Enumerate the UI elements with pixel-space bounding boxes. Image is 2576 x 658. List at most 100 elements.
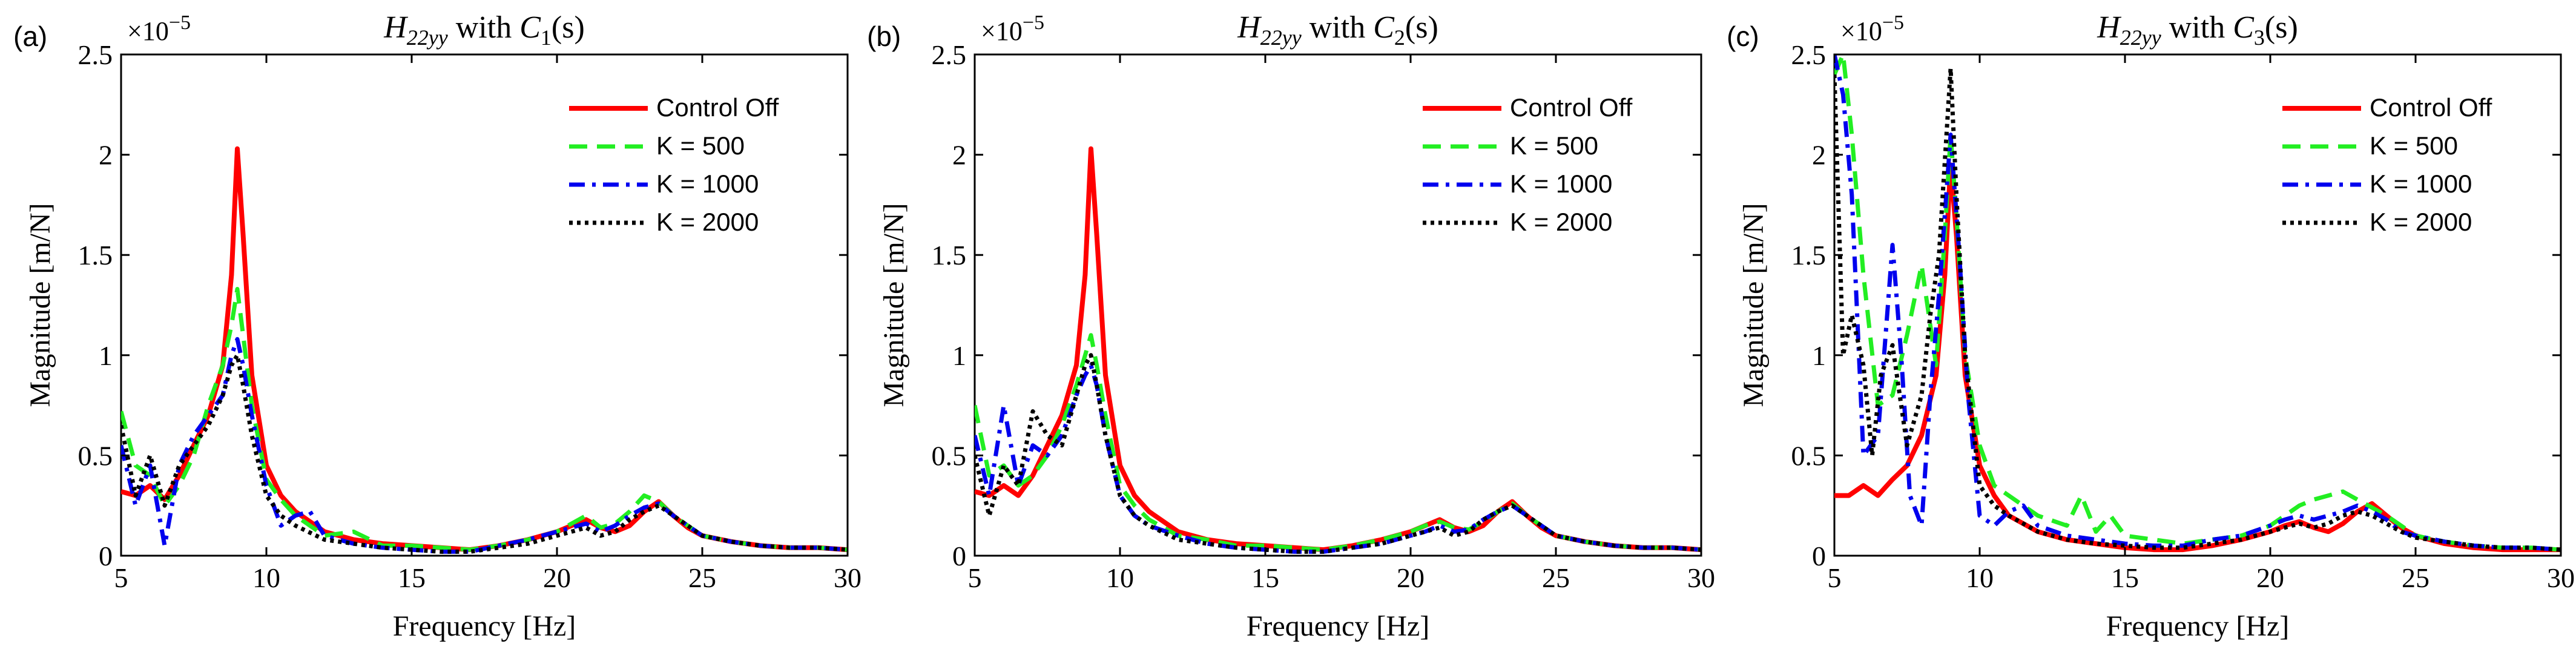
- series-lines: [121, 146, 848, 554]
- x-tick-label: 5: [1828, 562, 1842, 593]
- series-lines: [1834, 54, 2561, 553]
- series-line-2: [1834, 54, 2561, 552]
- y-tick-label: 2: [99, 140, 113, 171]
- series-line-3: [975, 363, 1701, 554]
- x-axis-label: Frequency [Hz]: [393, 610, 576, 642]
- y-tick-label: 1.5: [932, 240, 967, 271]
- y-axis-label: Magnitude [m/N]: [878, 203, 910, 407]
- y-exponent-base: ×10: [1840, 16, 1882, 46]
- title-ctrl: C: [1373, 10, 1395, 45]
- chart-title: H22yy with C2(s): [1237, 10, 1438, 50]
- title-main: H: [383, 10, 408, 45]
- legend: Control Off K = 500 K = 1000 K = 2000: [1423, 93, 1633, 236]
- x-tick-label: 5: [114, 562, 128, 593]
- series-line-4: [975, 353, 1701, 554]
- x-tick-label: 10: [252, 562, 280, 593]
- y-tick-label: 0: [952, 541, 966, 571]
- legend-label: K = 500: [1510, 131, 1598, 160]
- x-tick-label: 15: [2111, 562, 2139, 593]
- y-exponent: ×10−5: [1840, 12, 1904, 46]
- chart-panel-1: 5 10 15 20 25 30 0 0.5 1 1.5 2 2.5 ×10−5 (a) H22yy wit…: [13, 10, 861, 642]
- legend-label: K = 500: [656, 131, 745, 160]
- y-exponent-power: −5: [169, 12, 191, 34]
- y-exponent-base: ×10: [127, 16, 169, 46]
- legend-label: K = 1000: [2370, 169, 2472, 198]
- legend: Control Off K = 500 K = 1000 K = 2000: [2282, 93, 2492, 236]
- y-tick-label: 0.5: [1791, 440, 1827, 471]
- series-line-4: [121, 353, 848, 554]
- title-main: H: [2097, 10, 2121, 45]
- x-tick-label: 20: [2256, 562, 2284, 593]
- x-tick-label: 25: [688, 562, 716, 593]
- x-tick-label: 25: [2402, 562, 2429, 593]
- x-tick-label: 20: [1397, 562, 1425, 593]
- y-tick-label: 2: [1812, 140, 1826, 171]
- y-tick-label: 0: [1812, 541, 1826, 571]
- legend-label: K = 500: [2370, 131, 2458, 160]
- title-ctrl: C: [519, 10, 541, 45]
- y-tick-label: 2.5: [932, 39, 967, 70]
- series-lines: [975, 146, 1701, 554]
- chart-panel-2: 5 10 15 20 25 30 0 0.5 1 1.5 2 2.5 ×10−5 (b) H22yy wit…: [867, 10, 1715, 642]
- legend-label: K = 1000: [1510, 169, 1612, 198]
- legend-label: Control Off: [2370, 93, 2492, 122]
- title-main: H: [1237, 10, 1262, 45]
- x-tick-label: 25: [1542, 562, 1570, 593]
- title-tail: (s): [2265, 10, 2298, 45]
- plot-area: [973, 53, 1702, 557]
- x-tick-label: 10: [1966, 562, 1994, 593]
- x-tick-label: 30: [1687, 562, 1715, 593]
- title-ctrl-sub: 2: [1394, 25, 1405, 50]
- title-sub: 22yy: [2120, 25, 2161, 50]
- chart-title: H22yy with C3(s): [2097, 10, 2298, 50]
- y-tick-label: 1: [99, 340, 113, 371]
- y-tick-label: 0.5: [932, 440, 967, 471]
- x-axis-label: Frequency [Hz]: [2106, 610, 2290, 642]
- title-mid: with: [2161, 10, 2233, 45]
- series-line-2: [975, 333, 1701, 552]
- title-ctrl-sub: 1: [541, 25, 552, 50]
- x-tick-label: 30: [834, 562, 861, 593]
- x-tick-label: 10: [1106, 562, 1134, 593]
- y-tick-label: 2.5: [78, 39, 113, 70]
- title-ctrl-sub: 3: [2254, 25, 2265, 50]
- y-tick-label: 1: [1812, 340, 1826, 371]
- x-tick-label: 20: [543, 562, 571, 593]
- x-tick-label: 15: [398, 562, 426, 593]
- y-tick-label: 1.5: [1791, 240, 1827, 271]
- y-tick-label: 1.5: [78, 240, 113, 271]
- y-exponent: ×10−5: [981, 12, 1044, 46]
- title-tail: (s): [1405, 10, 1438, 45]
- legend-label: K = 2000: [1510, 208, 1612, 236]
- panel-label: (c): [1727, 21, 1759, 52]
- y-exponent-power: −5: [1882, 12, 1904, 34]
- legend-label: K = 2000: [656, 208, 759, 236]
- legend-label: K = 1000: [656, 169, 759, 198]
- panel-label: (b): [867, 21, 901, 52]
- legend-label: Control Off: [656, 93, 779, 122]
- title-ctrl: C: [2233, 10, 2255, 45]
- legend-label: Control Off: [1510, 93, 1633, 122]
- title-sub: 22yy: [1260, 25, 1302, 50]
- chart-title: H22yy with C1(s): [383, 10, 585, 50]
- title-mid: with: [1302, 10, 1373, 45]
- title-sub: 22yy: [407, 25, 448, 50]
- plot-area: [120, 53, 849, 557]
- y-tick-label: 2: [952, 140, 966, 171]
- x-tick-label: 15: [1251, 562, 1279, 593]
- y-tick-label: 2.5: [1791, 39, 1827, 70]
- legend: Control Off K = 500 K = 1000 K = 2000: [569, 93, 779, 236]
- y-axis-label: Magnitude [m/N]: [24, 203, 56, 407]
- panel-label: (a): [13, 21, 47, 52]
- y-axis-label: Magnitude [m/N]: [1738, 203, 1770, 407]
- y-exponent: ×10−5: [127, 12, 191, 46]
- chart-panel-3: 5 10 15 20 25 30 0 0.5 1 1.5 2 2.5 ×10−5 (c) H22yy wit…: [1727, 10, 2575, 642]
- x-axis-label: Frequency [Hz]: [1247, 610, 1430, 642]
- y-tick-label: 1: [952, 340, 966, 371]
- y-tick-label: 0: [99, 541, 113, 571]
- legend-label: K = 2000: [2370, 208, 2472, 236]
- y-exponent-power: −5: [1023, 12, 1044, 34]
- y-exponent-base: ×10: [981, 16, 1023, 46]
- y-tick-label: 0.5: [78, 440, 113, 471]
